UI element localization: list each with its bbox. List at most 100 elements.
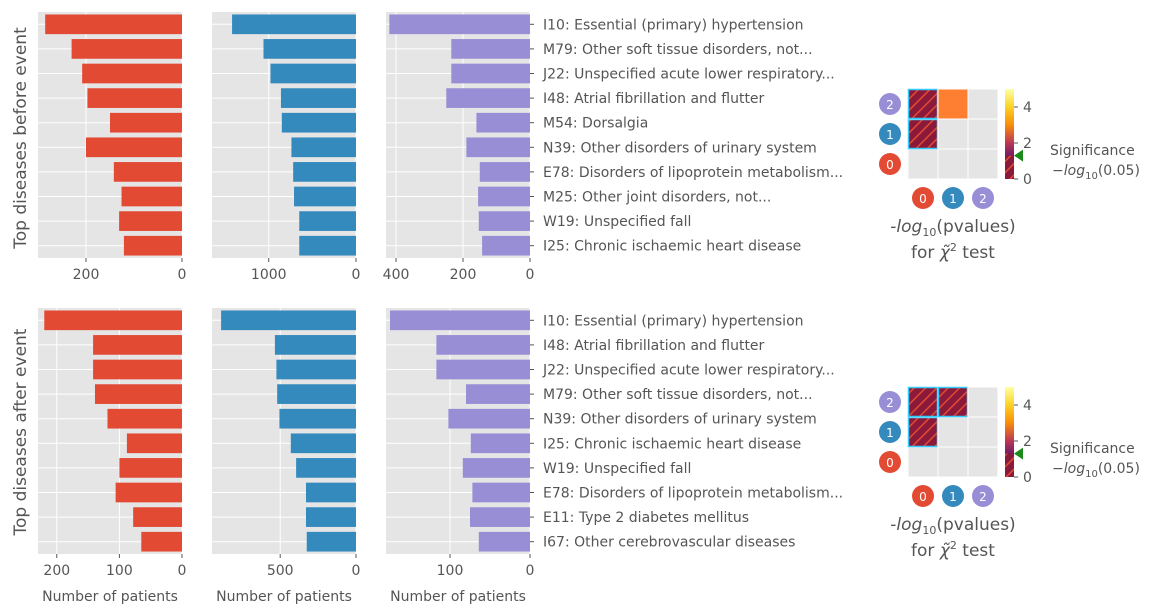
x-tick-label: 0 <box>526 563 535 579</box>
row-title-before: Top diseases before event <box>11 27 31 250</box>
bar <box>87 88 182 108</box>
category-label: E11: Type 2 diabetes mellitus <box>543 510 749 526</box>
x-tick-label: 0 <box>178 563 187 579</box>
bar-panel-1-1: 500 0 <box>212 308 360 579</box>
bar <box>71 39 182 59</box>
category-label: M54: Dorsalgia <box>543 116 648 132</box>
x-label-circle <box>942 187 964 209</box>
category-label: J22: Unspecified acute lower respiratory… <box>542 67 835 83</box>
heatmap-cell <box>937 386 969 418</box>
heatmap-cell <box>967 148 999 180</box>
category-label: M79: Other soft tissue disorders, not... <box>543 387 813 403</box>
x-tick-label: 400 <box>383 267 410 283</box>
bar <box>110 112 182 133</box>
category-label: I10: Essential (primary) hypertension <box>543 17 804 33</box>
bar <box>119 458 182 478</box>
x-label-circle <box>972 485 994 507</box>
bar <box>115 482 182 503</box>
x-tick-label: 200 <box>43 563 70 579</box>
colorbar-tick-label: 4 <box>1023 100 1032 116</box>
x-tick-label: 100 <box>106 563 133 579</box>
heatmap-0: 0 1 2 0 1 2 -log10(pvalues)for χ̃2 test 0 2 4 Sign… <box>879 88 1140 263</box>
heatmap-cell <box>907 118 939 150</box>
bar <box>446 88 530 108</box>
significance-threshold-label: −log10(0.05) <box>1052 461 1140 480</box>
heatmap-caption-line2: for χ̃2 test <box>911 539 995 561</box>
bar <box>299 211 356 231</box>
x-tick-label: 100 <box>437 563 464 579</box>
colorbar-tick-label: 2 <box>1023 136 1032 152</box>
x-label-text: 2 <box>979 490 987 504</box>
category-label: M25: Other joint disorders, not... <box>543 190 771 206</box>
y-label-circle <box>879 451 901 473</box>
bar <box>279 408 356 429</box>
y-label-circle <box>879 93 901 115</box>
bar <box>389 14 530 35</box>
heatmap-cell <box>967 386 999 418</box>
category-label: I10: Essential (primary) hypertension <box>543 313 804 329</box>
heatmap-cell <box>937 416 969 448</box>
x-tick-label: 200 <box>73 267 100 283</box>
bar <box>479 162 530 182</box>
bar <box>277 384 356 404</box>
bar <box>270 63 356 84</box>
bar-panel-1-2: 100 0 I10: Essential (primary) hypertensio… <box>386 308 843 579</box>
bar <box>86 137 182 158</box>
bar <box>482 235 530 256</box>
bar <box>107 408 182 429</box>
category-label: W19: Unspecified fall <box>543 214 691 230</box>
bar <box>466 384 530 404</box>
bar <box>451 63 530 84</box>
heatmap-cell <box>907 88 939 120</box>
y-label-text: 2 <box>886 396 894 410</box>
bar <box>93 359 182 380</box>
bar <box>466 137 530 158</box>
bar <box>436 359 530 380</box>
heatmap-cell <box>967 446 999 478</box>
heatmap-cell <box>937 118 969 150</box>
colorbar-tick-label: 2 <box>1023 434 1032 450</box>
bar <box>478 531 530 552</box>
y-label-circle <box>879 421 901 443</box>
bar <box>133 507 182 527</box>
bar <box>306 531 356 552</box>
colorbar-tick-label: 0 <box>1023 470 1032 486</box>
heatmap-caption-line1: -log10(pvalues) <box>890 217 1015 239</box>
heatmap-1: 0 1 2 0 1 2 -log10(pvalues)for χ̃2 test 0 2 4 Sign… <box>879 386 1140 561</box>
x-label-text: 2 <box>979 192 987 206</box>
category-label: I48: Atrial fibrillation and flutter <box>543 338 765 354</box>
bar <box>280 88 356 108</box>
category-label: I25: Chronic ischaemic heart disease <box>543 436 801 452</box>
y-label-text: 0 <box>886 158 894 172</box>
bar <box>470 433 530 454</box>
x-label-text: 0 <box>919 192 927 206</box>
threshold-marker <box>1014 149 1023 162</box>
heatmap-cell <box>937 88 969 120</box>
bar <box>281 112 356 133</box>
bar <box>263 39 356 59</box>
bar <box>299 235 356 256</box>
colorbar <box>1005 387 1014 477</box>
bar-panel-0-1: 1000 0 <box>212 12 360 283</box>
bar <box>390 310 530 331</box>
category-label: N39: Other disorders of urinary system <box>543 412 817 428</box>
category-label: I25: Chronic ischaemic heart disease <box>543 239 801 255</box>
colorbar-threshold-region <box>1005 155 1014 179</box>
bar <box>45 14 183 35</box>
x-tick-label: 0 <box>526 267 535 283</box>
colorbar-threshold-region <box>1005 453 1014 477</box>
x-label-text: 1 <box>949 192 957 206</box>
y-label-text: 1 <box>886 426 894 440</box>
row-title-after: Top diseases after event <box>11 328 31 536</box>
heatmap-cell <box>967 118 999 150</box>
category-label: J22: Unspecified acute lower respiratory… <box>542 363 835 379</box>
bar <box>276 359 356 380</box>
bar <box>470 507 530 527</box>
bar <box>451 39 530 59</box>
heatmap-cell <box>907 416 939 448</box>
x-tick-label: 0 <box>178 267 187 283</box>
colorbar <box>1005 89 1014 179</box>
heatmap-cell <box>937 446 969 478</box>
y-label-circle <box>879 153 901 175</box>
